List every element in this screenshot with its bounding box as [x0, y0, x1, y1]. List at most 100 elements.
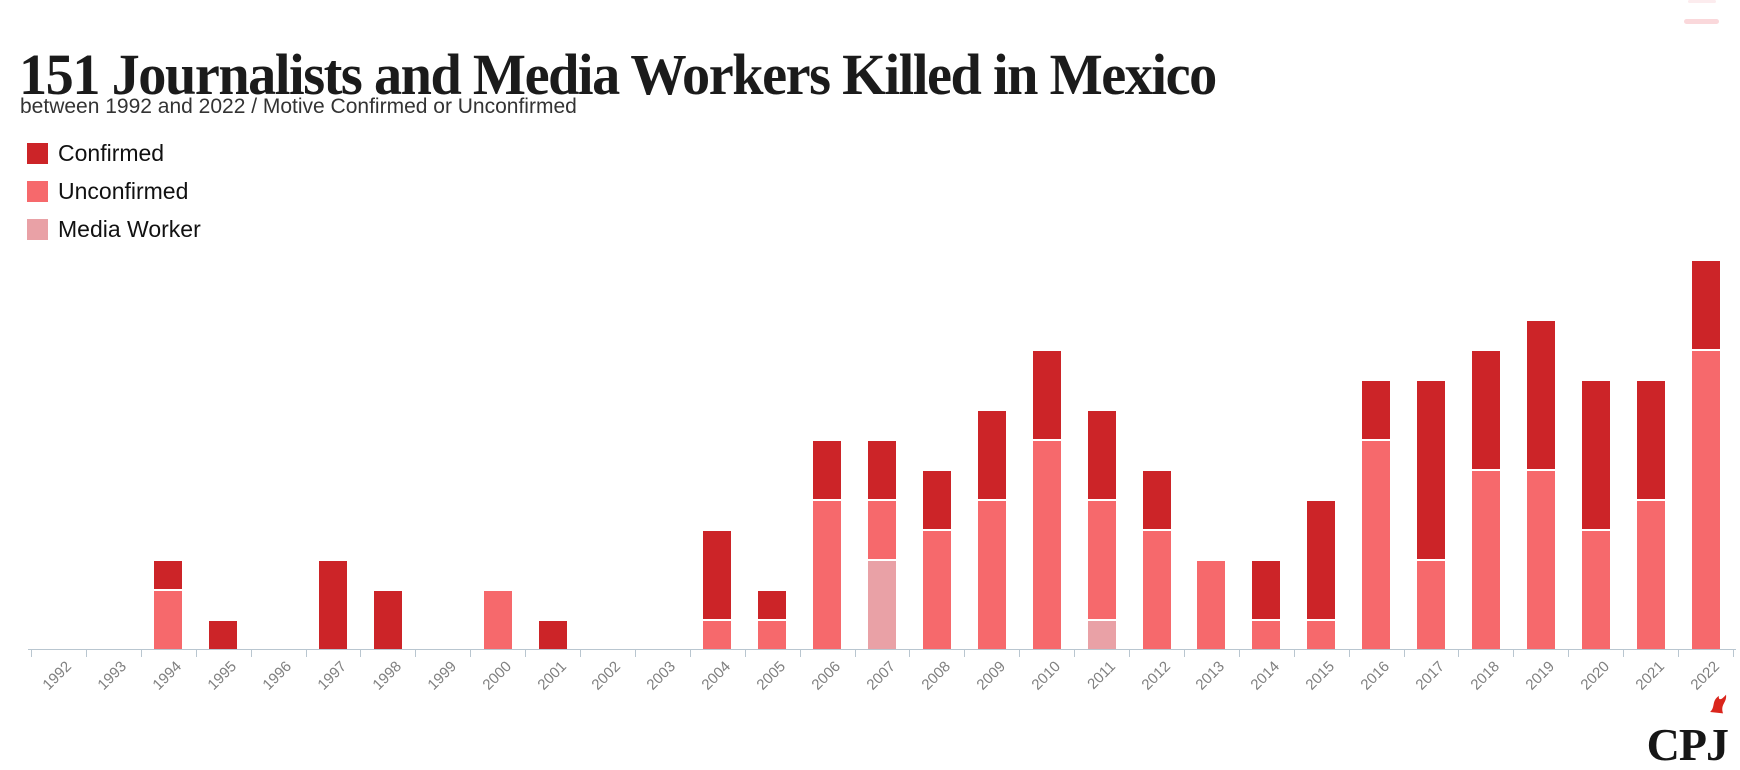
bar-group-2013[interactable] — [1184, 259, 1239, 649]
x-axis-label-2012: 2012 — [1137, 658, 1174, 694]
bar-segment-unconfirmed-2007[interactable] — [867, 499, 896, 559]
bar-segment-unconfirmed-2000[interactable] — [483, 589, 512, 649]
bar-group-2015[interactable] — [1294, 259, 1349, 649]
bar-group-2007[interactable] — [855, 259, 910, 649]
axis-tick — [744, 650, 746, 657]
x-axis-label-2017: 2017 — [1412, 658, 1449, 694]
bar-group-2000[interactable] — [470, 259, 525, 649]
bar-segment-confirmed-2012[interactable] — [1142, 469, 1171, 529]
bar-segment-unconfirmed-2015[interactable] — [1307, 619, 1336, 649]
bar-segment-unconfirmed-2016[interactable] — [1362, 439, 1391, 649]
bar-group-2010[interactable] — [1019, 259, 1074, 649]
axis-tick — [1678, 650, 1680, 657]
bar-segment-media-worker-2007[interactable] — [867, 559, 896, 649]
chart-subtitle: between 1992 and 2022 / Motive Confirmed… — [20, 95, 577, 118]
bar-segment-confirmed-2001[interactable] — [538, 619, 567, 649]
bar-segment-confirmed-2016[interactable] — [1362, 379, 1391, 439]
axis-tick — [1019, 650, 1021, 657]
x-axis-label-2013: 2013 — [1192, 658, 1229, 694]
cpj-logo[interactable]: CPJ — [1610, 694, 1730, 768]
bar-group-2016[interactable] — [1349, 259, 1404, 649]
bar-segment-confirmed-2004[interactable] — [703, 529, 732, 619]
bar-segment-confirmed-2020[interactable] — [1581, 379, 1610, 529]
legend-item-confirmed[interactable]: Confirmed — [27, 140, 201, 166]
bar-segment-unconfirmed-2009[interactable] — [977, 499, 1006, 649]
bar-group-1993[interactable] — [86, 259, 141, 649]
bar-segment-unconfirmed-2013[interactable] — [1197, 559, 1226, 649]
bar-segment-unconfirmed-1994[interactable] — [154, 589, 183, 649]
bar-segment-confirmed-2017[interactable] — [1417, 379, 1446, 559]
bar-group-2018[interactable] — [1458, 259, 1513, 649]
bar-group-2019[interactable] — [1513, 259, 1568, 649]
bar-segment-confirmed-2015[interactable] — [1307, 499, 1336, 619]
bar-segment-confirmed-1994[interactable] — [154, 559, 183, 589]
bar-segment-unconfirmed-2019[interactable] — [1526, 469, 1555, 649]
x-axis-label-2011: 2011 — [1083, 658, 1119, 693]
bar-group-1995[interactable] — [196, 259, 251, 649]
bar-segment-confirmed-1995[interactable] — [209, 619, 238, 649]
bar-segment-confirmed-2011[interactable] — [1087, 409, 1116, 499]
bar-segment-confirmed-1998[interactable] — [373, 589, 402, 649]
bar-segment-confirmed-2022[interactable] — [1691, 259, 1720, 349]
bar-segment-unconfirmed-2020[interactable] — [1581, 529, 1610, 649]
bar-group-1996[interactable] — [251, 259, 306, 649]
bar-group-2014[interactable] — [1239, 259, 1294, 649]
x-axis-label-2008: 2008 — [918, 658, 954, 694]
x-axis — [28, 649, 1736, 658]
bar-group-2002[interactable] — [580, 259, 635, 649]
bar-group-2020[interactable] — [1568, 259, 1623, 649]
bar-group-2005[interactable] — [745, 259, 800, 649]
bar-group-2004[interactable] — [690, 259, 745, 649]
bar-segment-unconfirmed-2012[interactable] — [1142, 529, 1171, 649]
bar-segment-unconfirmed-2008[interactable] — [922, 529, 951, 649]
bar-segment-confirmed-1997[interactable] — [318, 559, 347, 649]
bar-segment-unconfirmed-2021[interactable] — [1636, 499, 1665, 649]
axis-tick — [1568, 650, 1570, 657]
bar-group-1992[interactable] — [31, 259, 86, 649]
bar-segment-confirmed-2019[interactable] — [1526, 319, 1555, 469]
bar-segment-confirmed-2008[interactable] — [922, 469, 951, 529]
bar-group-2008[interactable] — [909, 259, 964, 649]
bar-group-2021[interactable] — [1623, 259, 1678, 649]
bar-segment-confirmed-2009[interactable] — [977, 409, 1006, 499]
bar-segment-confirmed-2005[interactable] — [758, 589, 787, 619]
legend-item-unconfirmed[interactable]: Unconfirmed — [27, 178, 201, 204]
bar-segment-unconfirmed-2017[interactable] — [1417, 559, 1446, 649]
cpj-flame-icon — [1710, 694, 1727, 714]
bar-group-2022[interactable] — [1678, 259, 1733, 649]
bar-group-2011[interactable] — [1074, 259, 1129, 649]
bar-group-2012[interactable] — [1129, 259, 1184, 649]
bar-segment-unconfirmed-2022[interactable] — [1691, 349, 1720, 649]
bar-segment-confirmed-2006[interactable] — [813, 439, 842, 499]
bar-segment-confirmed-2014[interactable] — [1252, 559, 1281, 619]
legend-item-media-worker[interactable]: Media Worker — [27, 216, 201, 242]
bar-segment-confirmed-2018[interactable] — [1471, 349, 1500, 469]
bar-segment-unconfirmed-2011[interactable] — [1087, 499, 1116, 619]
bar-segment-confirmed-2007[interactable] — [867, 439, 896, 499]
axis-tick — [1513, 650, 1515, 657]
axis-tick — [1293, 650, 1295, 657]
bar-group-2003[interactable] — [635, 259, 690, 649]
bar-segment-confirmed-2010[interactable] — [1032, 349, 1061, 439]
axis-tick — [1458, 650, 1460, 657]
bar-group-2006[interactable] — [800, 259, 855, 649]
bar-group-2001[interactable] — [525, 259, 580, 649]
bar-group-2009[interactable] — [964, 259, 1019, 649]
bar-segment-unconfirmed-2014[interactable] — [1252, 619, 1281, 649]
bar-segment-unconfirmed-2018[interactable] — [1471, 469, 1500, 649]
bar-segment-unconfirmed-2004[interactable] — [703, 619, 732, 649]
bar-group-1999[interactable] — [415, 259, 470, 649]
bar-plot-area — [31, 259, 1733, 649]
bar-segment-unconfirmed-2006[interactable] — [813, 499, 842, 649]
axis-tick — [525, 650, 527, 657]
bar-group-1994[interactable] — [141, 259, 196, 649]
bar-segment-unconfirmed-2010[interactable] — [1032, 439, 1061, 649]
chart-legend: Confirmed Unconfirmed Media Worker — [27, 140, 201, 256]
bar-group-1998[interactable] — [360, 259, 415, 649]
legend-swatch-unconfirmed — [27, 181, 48, 202]
bar-segment-unconfirmed-2005[interactable] — [758, 619, 787, 649]
bar-group-2017[interactable] — [1404, 259, 1459, 649]
bar-segment-media-worker-2011[interactable] — [1087, 619, 1116, 649]
bar-group-1997[interactable] — [306, 259, 361, 649]
bar-segment-confirmed-2021[interactable] — [1636, 379, 1665, 499]
